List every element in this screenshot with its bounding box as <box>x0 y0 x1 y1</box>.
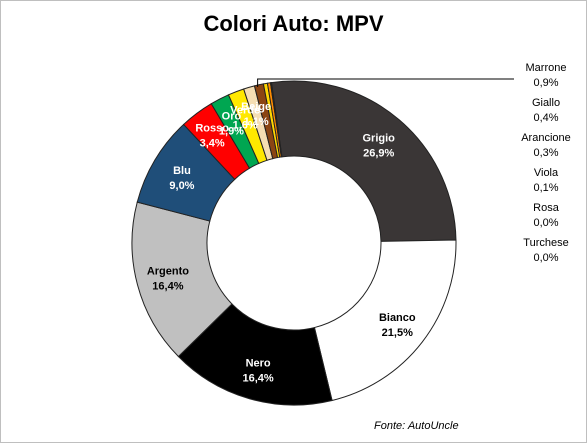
label-name-giallo: Giallo <box>532 97 560 109</box>
slice-name-verde: Verde <box>230 105 260 117</box>
slice-bianco <box>313 239 457 402</box>
slice-name-nero: Nero <box>246 357 271 369</box>
slice-value-rosso: 3,4% <box>200 138 225 150</box>
slice-grigio <box>270 80 457 242</box>
chart-title: Colori Auto: MPV <box>203 11 384 36</box>
label-value-arancione: 0,3% <box>533 147 558 159</box>
slice-value-oro: 1,9% <box>219 126 244 138</box>
slice-viola <box>269 82 283 158</box>
slice-value-grigio: 26,9% <box>363 148 394 160</box>
slice-value-bianco: 21,5% <box>382 327 413 339</box>
label-name-turchese: Turchese <box>523 237 568 249</box>
label-value-giallo: 0,4% <box>533 112 558 124</box>
slice-name-argento: Argento <box>147 266 189 278</box>
source-note: Fonte: AutoUncle <box>374 420 459 432</box>
leader-line <box>257 78 514 87</box>
label-name-marrone: Marrone <box>526 62 567 74</box>
label-name-viola: Viola <box>534 167 559 179</box>
slice-name-grigio: Grigio <box>363 133 396 145</box>
slice-name-rosso: Rosso <box>195 123 229 135</box>
slice-value-beige: 1,1% <box>244 116 269 128</box>
slice-value-blu: 9,0% <box>169 180 194 192</box>
slice-value-verde: 1,6% <box>233 120 258 132</box>
slice-value-nero: 16,4% <box>243 372 274 384</box>
label-name-arancione: Arancione <box>521 132 571 144</box>
label-value-turchese: 0,0% <box>533 252 558 264</box>
slice-name-oro: Oro <box>222 111 242 123</box>
slice-name-bianco: Bianco <box>379 312 416 324</box>
label-value-rosa: 0,0% <box>533 217 558 229</box>
slice-name-beige: Beige <box>241 101 271 113</box>
label-name-rosa: Rosa <box>533 202 560 214</box>
label-value-marrone: 0,9% <box>533 77 558 89</box>
slice-value-argento: 16,4% <box>152 281 183 293</box>
label-value-viola: 0,1% <box>533 182 558 194</box>
slice-name-blu: Blu <box>173 165 191 177</box>
